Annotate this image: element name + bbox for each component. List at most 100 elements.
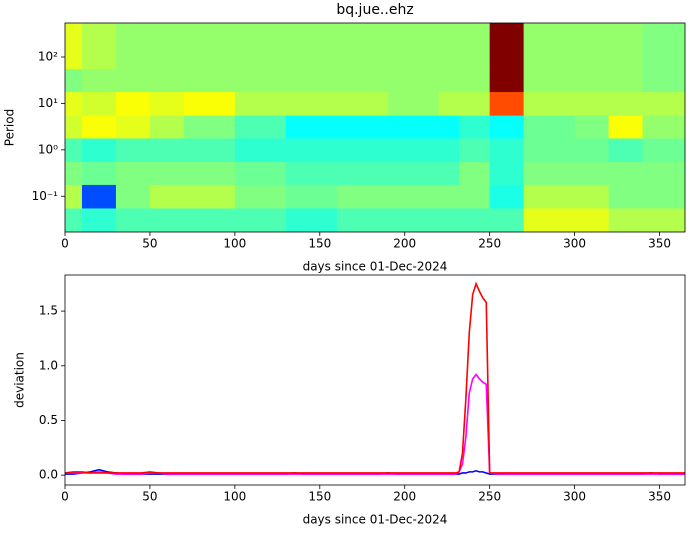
- heatmap-cell: [285, 161, 338, 185]
- heatmap-cell: [523, 68, 576, 93]
- heatmap-cell: [642, 137, 685, 163]
- y-tick-label: 10¹: [38, 96, 58, 110]
- heatmap-cell: [387, 68, 440, 93]
- heatmap-cell: [459, 115, 491, 139]
- heatmap-cell: [81, 207, 117, 232]
- heatmap-cell: [183, 115, 236, 139]
- axes-frame: [64, 274, 686, 486]
- heatmap-cell: [81, 184, 117, 209]
- x-tick-label: 50: [142, 490, 157, 504]
- y-tick-label: 1.5: [39, 304, 58, 318]
- heatmap-cell: [65, 115, 83, 139]
- heatmap-cell: [234, 161, 287, 185]
- y-tick-label: 10²: [38, 50, 58, 64]
- y-tick-label: 10⁻¹: [32, 189, 59, 203]
- heatmap-cell: [65, 161, 83, 185]
- x-tick-label: 0: [61, 237, 69, 251]
- x-axis-label: days since 01-Dec-2024: [303, 260, 448, 274]
- heatmap-cell: [387, 184, 440, 209]
- heatmap-cell: [574, 91, 610, 116]
- heatmap-cell: [459, 137, 491, 163]
- y-tick-label: 0.0: [39, 468, 58, 482]
- heatmap-cell: [336, 23, 389, 70]
- heatmap-cell: [149, 23, 185, 70]
- heatmap-cell: [459, 91, 491, 116]
- heatmap-cell: [642, 91, 685, 116]
- heatmap-cell: [608, 184, 644, 209]
- heatmap-cell: [81, 23, 117, 70]
- heatmap-cell: [438, 68, 460, 93]
- heatmap-cell: [523, 115, 576, 139]
- series-line: [65, 373, 685, 475]
- heatmap-cell: [642, 115, 685, 139]
- heatmap-cell: [574, 207, 610, 232]
- heatmap-cell: [438, 137, 460, 163]
- heatmap-cell: [438, 115, 460, 139]
- heatmap-cell: [574, 184, 610, 209]
- y-tick-label: 1.0: [39, 358, 58, 372]
- heatmap-cell: [65, 68, 83, 93]
- heatmap-cell: [65, 137, 83, 163]
- heatmap-cell: [336, 184, 389, 209]
- heatmap-cell: [489, 68, 525, 93]
- heatmap-cell: [387, 115, 440, 139]
- heatmap-cell: [183, 184, 236, 209]
- heatmap-cell: [234, 23, 287, 70]
- heatmap-cell: [183, 23, 236, 70]
- x-tick-label: 250: [478, 237, 501, 251]
- heatmap-cell: [149, 207, 185, 232]
- heatmap-cell: [149, 91, 185, 116]
- heatmap-cell: [574, 68, 610, 93]
- heatmap-cell: [336, 161, 389, 185]
- heatmap-cell: [574, 161, 610, 185]
- x-tick-label: 350: [648, 490, 671, 504]
- heatmap-cell: [65, 23, 83, 70]
- heatmap-cell: [489, 137, 525, 163]
- x-tick-label: 0: [61, 490, 69, 504]
- heatmap-cell: [336, 207, 389, 232]
- heatmap-cell: [523, 207, 576, 232]
- heatmap-cell: [438, 161, 460, 185]
- heatmap-cell: [489, 115, 525, 139]
- heatmap-cell: [81, 161, 117, 185]
- heatmap-cell: [489, 207, 525, 232]
- heatmap-cell: [489, 23, 525, 70]
- heatmap-cell: [183, 68, 236, 93]
- heatmap-cell: [459, 23, 491, 70]
- heatmap-cell: [285, 115, 338, 139]
- heatmap-cell: [523, 137, 576, 163]
- x-axis-label: days since 01-Dec-2024: [303, 513, 448, 527]
- heatmap-cell: [285, 137, 338, 163]
- heatmap-cell: [608, 207, 644, 232]
- x-tick-label: 150: [308, 490, 331, 504]
- heatmap-cell: [81, 68, 117, 93]
- heatmap-cell: [642, 23, 685, 70]
- heatmap-cell: [459, 184, 491, 209]
- heatmap-cell: [234, 68, 287, 93]
- heatmap-cell: [387, 23, 440, 70]
- heatmap-cell: [574, 115, 610, 139]
- heatmap-cell: [149, 184, 185, 209]
- y-axis-label: Period: [3, 109, 17, 146]
- heatmap-cell: [336, 91, 389, 116]
- heatmap-cell: [234, 91, 287, 116]
- heatmap-cell: [81, 115, 117, 139]
- x-tick-label: 300: [563, 490, 586, 504]
- heatmap-cell: [387, 161, 440, 185]
- heatmap-cell: [285, 23, 338, 70]
- heatmap-cell: [459, 207, 491, 232]
- heatmap-cell: [234, 115, 287, 139]
- x-tick-label: 100: [223, 237, 246, 251]
- heatmap-cell: [438, 91, 460, 116]
- heatmap-cell: [438, 23, 460, 70]
- x-tick-label: 300: [563, 237, 586, 251]
- heatmap-cell: [183, 137, 236, 163]
- heatmap-cell: [285, 68, 338, 93]
- heatmap-cell: [438, 207, 460, 232]
- heatmap-cell: [115, 91, 151, 116]
- heatmap-cell: [65, 184, 83, 209]
- heatmap-cell: [285, 184, 338, 209]
- y-axis-label: deviation: [13, 352, 27, 408]
- series-line: [65, 281, 685, 474]
- heatmap-cell: [115, 68, 151, 93]
